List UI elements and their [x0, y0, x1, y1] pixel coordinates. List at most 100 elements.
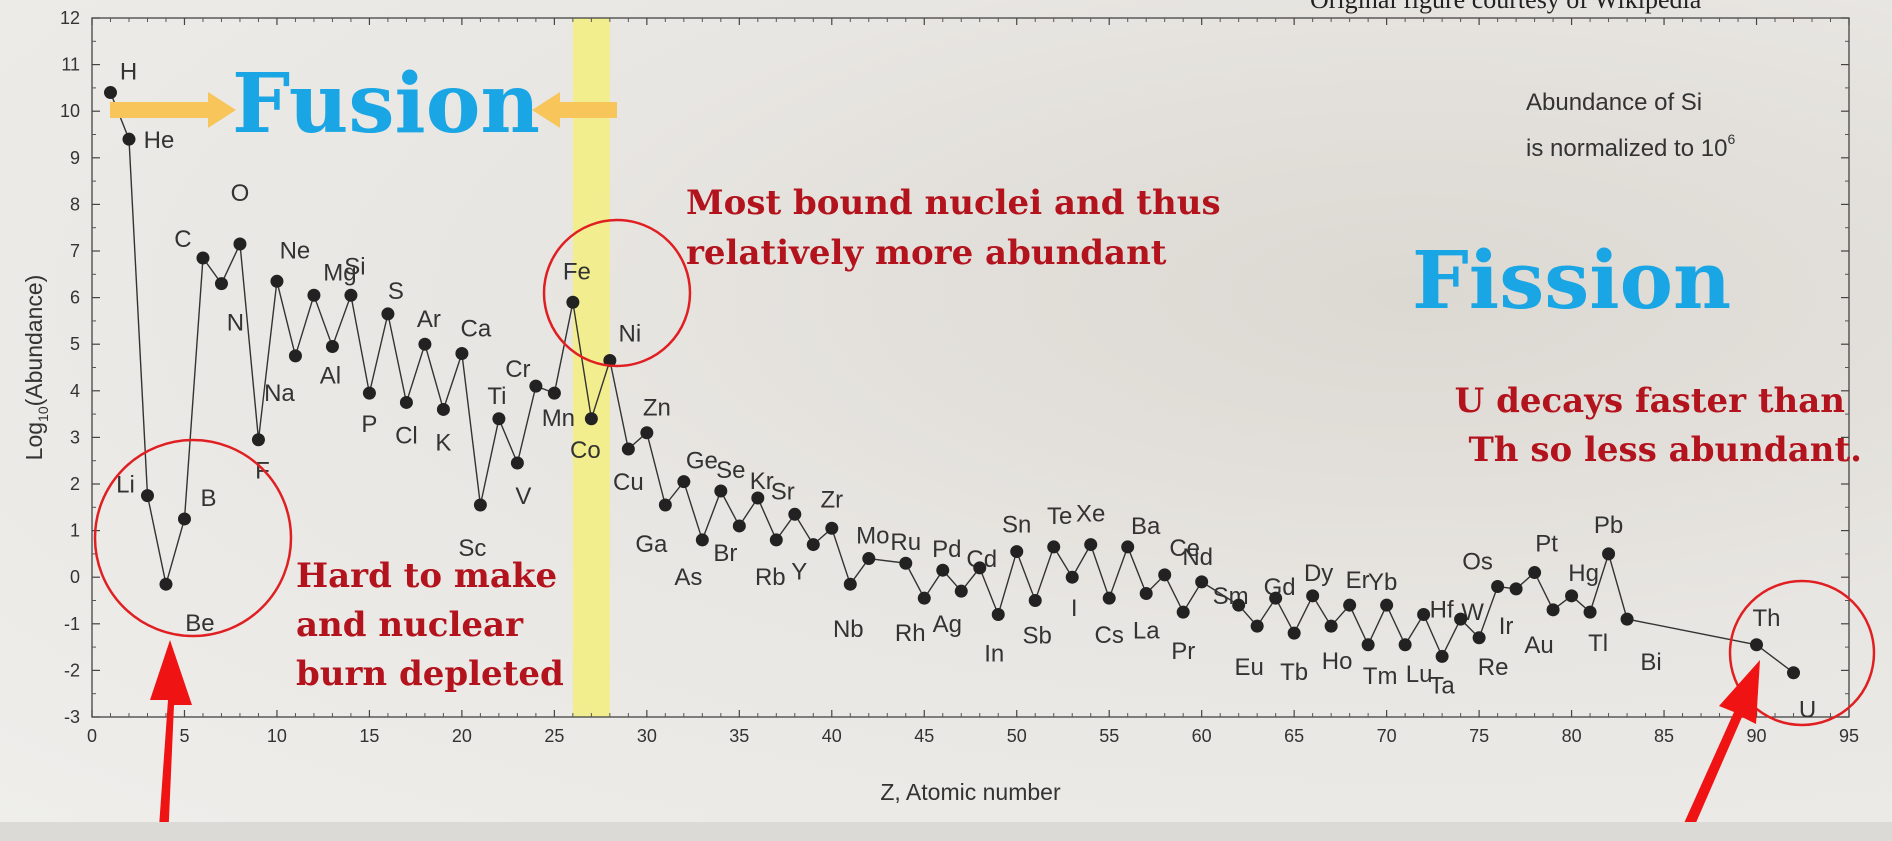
point-yb: [1380, 598, 1394, 612]
y-tick-label: 4: [70, 381, 80, 401]
data-points: [103, 86, 1801, 680]
label-ru: Ru: [890, 529, 921, 556]
point-ag: [954, 584, 968, 598]
label-kr: Kr: [750, 468, 774, 495]
label-ne: Ne: [280, 237, 311, 264]
point-br: [732, 519, 746, 533]
x-tick-label: 25: [544, 726, 564, 746]
light-note-line3: burn depleted: [296, 654, 564, 694]
label-ga: Ga: [635, 531, 668, 558]
x-tick-label: 5: [179, 726, 189, 746]
point-pb: [1602, 547, 1616, 561]
point-si: [344, 288, 358, 302]
label-te: Te: [1047, 503, 1072, 530]
credit-text: Original figure courtesy of Wikipedia: [1310, 0, 1702, 14]
label-cu: Cu: [613, 469, 644, 496]
light-note-line2: and nuclear: [296, 605, 524, 645]
point-ar: [418, 337, 432, 351]
y-tick-label: 7: [70, 241, 80, 261]
label-b: B: [200, 485, 216, 512]
label-au: Au: [1524, 632, 1553, 659]
label-dy: Dy: [1304, 560, 1333, 587]
label-ge: Ge: [686, 448, 718, 475]
label-pd: Pd: [932, 536, 961, 563]
point-u: [1787, 666, 1801, 680]
point-y: [806, 538, 820, 552]
point-v: [510, 456, 524, 470]
label-zn: Zn: [643, 395, 671, 422]
x-tick-label: 10: [267, 726, 287, 746]
point-th: [1750, 638, 1764, 652]
y-tick-label: 5: [70, 334, 80, 354]
label-pt: Pt: [1535, 531, 1558, 558]
point-be: [159, 577, 173, 591]
label-th: Th: [1753, 605, 1781, 632]
point-zr: [825, 521, 839, 535]
point-al: [325, 340, 339, 354]
fusion-left-arrow: [110, 92, 236, 128]
point-fe: [566, 295, 580, 309]
bound-note-line2: relatively more abundant: [686, 233, 1167, 273]
y-tick-label: 9: [70, 148, 80, 168]
y-tick-label: -3: [64, 707, 80, 727]
label-pb: Pb: [1594, 512, 1623, 539]
label-i: I: [1071, 595, 1078, 622]
label-os: Os: [1462, 549, 1493, 576]
label-tb: Tb: [1280, 659, 1308, 686]
label-ce: Ce: [1169, 535, 1200, 562]
label-cl: Cl: [395, 422, 418, 449]
x-tick-label: 95: [1839, 726, 1859, 746]
label-ca: Ca: [461, 316, 492, 343]
point-dy: [1306, 589, 1320, 603]
point-sr: [788, 507, 802, 521]
point-o: [233, 237, 247, 251]
y-tick-label: -2: [64, 660, 80, 680]
label-al: Al: [320, 363, 341, 390]
si-note-line1: Abundance of Si: [1526, 89, 1702, 116]
point-ba: [1121, 540, 1135, 554]
y-tick-label: 11: [61, 55, 80, 75]
point-rb: [769, 533, 783, 547]
point-pt: [1528, 566, 1542, 580]
label-cr: Cr: [505, 356, 530, 383]
point-ir: [1509, 582, 1523, 596]
x-tick-label: 40: [822, 726, 842, 746]
y-tick-label: 6: [70, 288, 80, 308]
y-tick-label: 12: [60, 8, 80, 28]
label-co: Co: [570, 437, 601, 464]
point-sm: [1232, 598, 1246, 612]
point-co: [584, 412, 598, 426]
point-nb: [843, 577, 857, 591]
label-nb: Nb: [833, 616, 864, 643]
y-tick-label: 0: [70, 567, 80, 587]
point-hf: [1417, 607, 1431, 621]
label-sr: Sr: [771, 478, 795, 505]
label-si: Si: [344, 253, 365, 280]
x-tick-label: 65: [1284, 726, 1304, 746]
point-kr: [751, 491, 765, 505]
y-tick-label: -1: [64, 614, 80, 634]
label-mg: Mg: [323, 259, 356, 286]
u-note-line2: Th so less abundant.: [1469, 430, 1863, 470]
x-axis-label: Z, Atomic number: [880, 779, 1061, 805]
point-na: [288, 349, 302, 363]
label-na: Na: [264, 380, 295, 407]
fusion-right-arrow: [532, 92, 617, 128]
label-s: S: [388, 278, 404, 305]
point-as: [695, 533, 709, 547]
point-c: [196, 251, 210, 265]
point-k: [436, 402, 450, 416]
point-au: [1546, 603, 1560, 617]
label-k: K: [435, 429, 451, 456]
point-w: [1454, 612, 1468, 626]
label-in: In: [984, 640, 1004, 667]
point-b: [177, 512, 191, 526]
label-mo: Mo: [856, 523, 889, 550]
point-f: [251, 433, 265, 447]
label-o: O: [231, 180, 250, 207]
label-ta: Ta: [1429, 672, 1455, 699]
point-eu: [1250, 619, 1264, 633]
point-ho: [1324, 619, 1338, 633]
light-elements-circle: [93, 438, 293, 638]
